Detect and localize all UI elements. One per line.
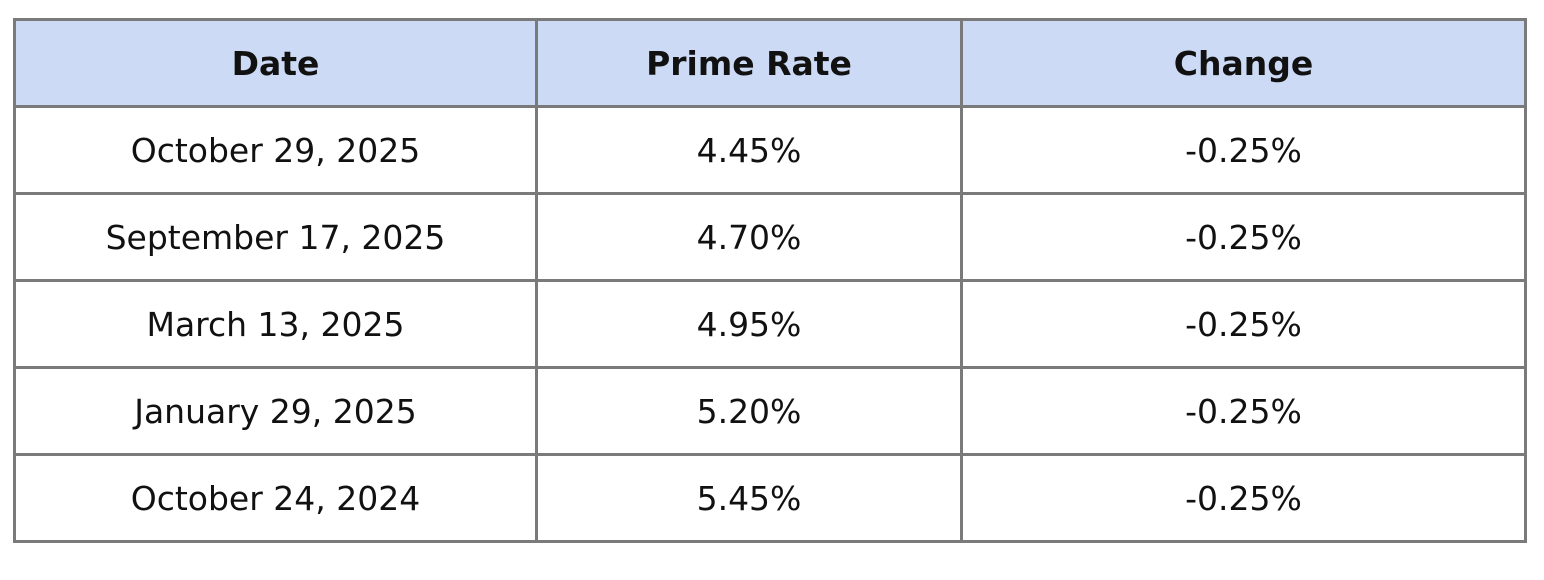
- table-row: October 24, 2024 5.45% -0.25%: [13, 453, 1527, 543]
- header-cell: Prime Rate: [535, 18, 963, 108]
- table-cell: 4.45%: [535, 105, 963, 195]
- header-row: Date Prime Rate Change: [13, 18, 1527, 108]
- header-cell: Date: [13, 18, 538, 108]
- table-cell: -0.25%: [960, 366, 1527, 456]
- table-cell: 4.95%: [535, 279, 963, 369]
- rate-table: Date Prime Rate Change October 29, 2025 4.4…: [13, 18, 1527, 543]
- table-cell: March 13, 2025: [13, 279, 538, 369]
- table-cell: 5.20%: [535, 366, 963, 456]
- table-cell: -0.25%: [960, 192, 1527, 282]
- table-row: October 29, 2025 4.45% -0.25%: [13, 105, 1527, 195]
- table-header: Date Prime Rate Change: [13, 18, 1527, 108]
- table-cell: -0.25%: [960, 279, 1527, 369]
- table-cell: October 24, 2024: [13, 453, 538, 543]
- table-cell: -0.25%: [960, 105, 1527, 195]
- table-cell: -0.25%: [960, 453, 1527, 543]
- table-cell: September 17, 2025: [13, 192, 538, 282]
- table-cell: 5.45%: [535, 453, 963, 543]
- table-cell: 4.70%: [535, 192, 963, 282]
- table-row: January 29, 2025 5.20% -0.25%: [13, 366, 1527, 456]
- table-cell: January 29, 2025: [13, 366, 538, 456]
- table-body: October 29, 2025 4.45% -0.25% September 17,…: [13, 105, 1527, 543]
- table-row: September 17, 2025 4.70% -0.25%: [13, 192, 1527, 282]
- header-cell: Change: [960, 18, 1527, 108]
- table-row: March 13, 2025 4.95% -0.25%: [13, 279, 1527, 369]
- table-cell: October 29, 2025: [13, 105, 538, 195]
